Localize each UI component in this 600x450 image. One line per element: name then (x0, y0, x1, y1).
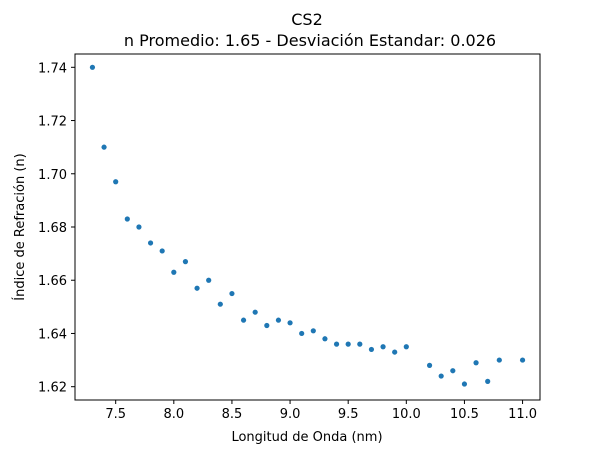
data-point (136, 224, 142, 230)
data-point (345, 341, 351, 347)
x-tick-label: 11.0 (508, 407, 537, 422)
x-tick-label: 8.0 (163, 407, 184, 422)
y-tick-label: 1.70 (38, 168, 67, 183)
x-tick-label: 10.5 (450, 407, 479, 422)
data-point (450, 368, 456, 374)
data-point (264, 322, 270, 329)
data-points (89, 64, 526, 387)
data-point (217, 301, 223, 307)
y-axis-label: Índice de Refración (n) (12, 153, 28, 300)
data-point (392, 349, 398, 355)
data-point (101, 144, 107, 150)
x-axis: 7.5 8.0 8.5 9.0 9.5 10.0 10.5 11.0 (105, 400, 537, 422)
data-point (519, 357, 526, 363)
data-point (124, 216, 130, 222)
y-tick-label: 1.68 (38, 221, 67, 236)
y-tick-label: 1.74 (38, 61, 67, 76)
data-point (113, 179, 119, 185)
data-point (438, 373, 444, 379)
y-tick-label: 1.64 (38, 327, 67, 342)
y-tick-label: 1.62 (38, 381, 67, 396)
x-tick-label: 9.0 (280, 407, 301, 422)
data-point (171, 269, 177, 275)
data-point (485, 378, 491, 384)
chart-subtitle: n Promedio: 1.65 - Desviación Estandar: … (124, 31, 496, 50)
data-point (252, 309, 258, 315)
data-point (357, 341, 363, 347)
y-tick-label: 1.72 (38, 115, 67, 130)
data-point (403, 344, 409, 350)
y-tick-label: 1.66 (38, 274, 67, 289)
chart-title: CS2 (291, 10, 323, 29)
data-point (368, 346, 375, 353)
plot-frame (74, 53, 541, 401)
x-tick-label: 8.5 (222, 407, 243, 422)
x-tick-label: 9.5 (338, 407, 359, 422)
data-point (275, 317, 282, 323)
x-tick-label: 10.0 (392, 407, 421, 422)
x-tick-label: 7.5 (105, 407, 126, 422)
data-point (229, 290, 235, 297)
data-point (333, 341, 340, 347)
data-point (496, 357, 502, 363)
data-point (89, 64, 96, 70)
data-point (206, 277, 212, 283)
data-point (299, 330, 305, 337)
data-point (159, 248, 165, 254)
data-point (473, 360, 479, 366)
y-axis: 1.62 1.64 1.66 1.68 1.70 1.72 1.74 (38, 61, 75, 396)
data-point (147, 240, 154, 246)
data-point (322, 336, 328, 342)
data-point (240, 317, 247, 323)
data-point (194, 285, 200, 291)
data-point (287, 320, 293, 326)
data-point (380, 344, 386, 350)
data-point (310, 328, 316, 334)
data-point (426, 362, 433, 368)
data-point (182, 259, 189, 265)
data-point (461, 381, 468, 387)
x-axis-label: Longitud de Onda (nm) (231, 430, 382, 445)
